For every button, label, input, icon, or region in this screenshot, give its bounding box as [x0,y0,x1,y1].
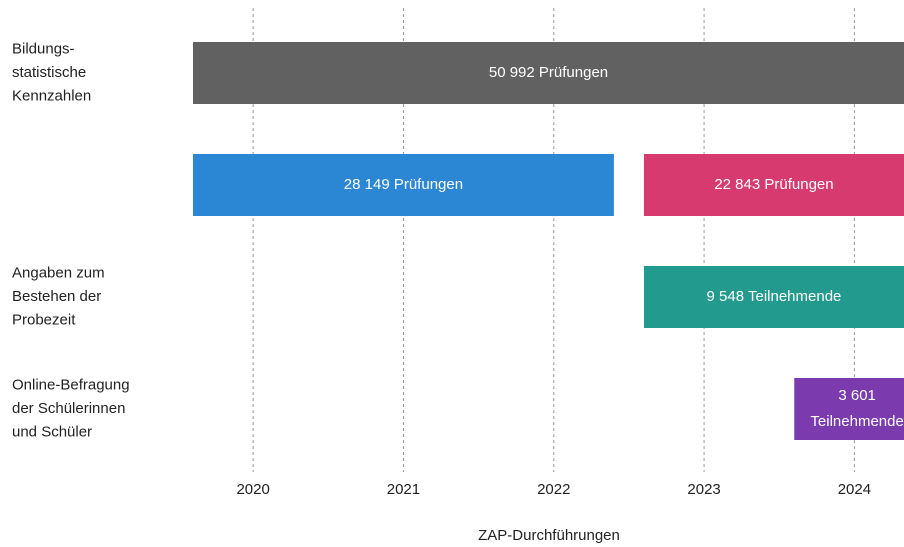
bar [193,154,614,216]
x-tick-label: 2022 [537,481,570,498]
bar-label: 3 601 [838,387,876,404]
row-label: Bildungs- [12,40,75,57]
row-label: Kennzahlen [12,87,91,104]
x-tick-label: 2023 [687,481,720,498]
bar-label: Teilnehmende [810,413,903,430]
row-label: und Schüler [12,423,92,440]
x-tick-label: 2021 [387,481,420,498]
x-tick-label: 2024 [838,481,871,498]
row-label: Bestehen der [12,288,101,305]
x-axis-label: ZAP-Durchführungen [478,527,620,544]
bar-label: 9 548 Teilnehmende [707,288,842,305]
bar [643,266,904,328]
row-label: statistische [12,64,86,81]
bar-label-group: 22 843 Prüfungen [714,176,833,193]
x-tick-label: 2020 [236,481,269,498]
bar-label: 28 149 Prüfungen [344,176,463,193]
bar-label-group: 28 149 Prüfungen [344,176,463,193]
row-label: Angaben zum [12,264,105,281]
row-label: Online-Befragung [12,376,130,393]
bar [193,42,904,104]
bar-label-group: 3 601 Teilnehmende [810,387,903,430]
bar [794,378,904,440]
row-label: Probezeit [12,311,76,328]
bar-label-group: 9 548 Teilnehmende [707,288,842,305]
bar-label-group: 50 992 Prüfungen [489,64,608,81]
row-label: der Schülerinnen [12,400,125,417]
bar-label: 22 843 Prüfungen [714,176,833,193]
bar [643,154,904,216]
bar-label: 50 992 Prüfungen [489,64,608,81]
